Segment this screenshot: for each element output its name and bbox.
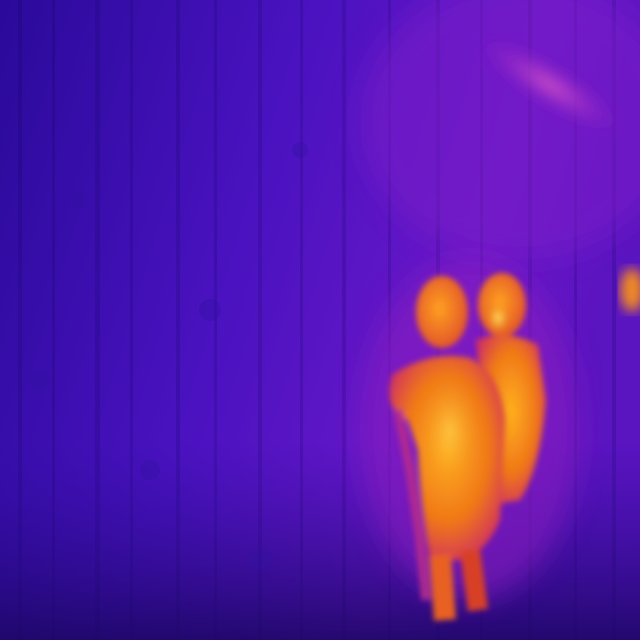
warm-haze [360, 0, 640, 260]
hot-spot [620, 268, 640, 312]
person-left [389, 276, 505, 621]
warm-streak [476, 36, 624, 134]
noise [30, 142, 308, 572]
